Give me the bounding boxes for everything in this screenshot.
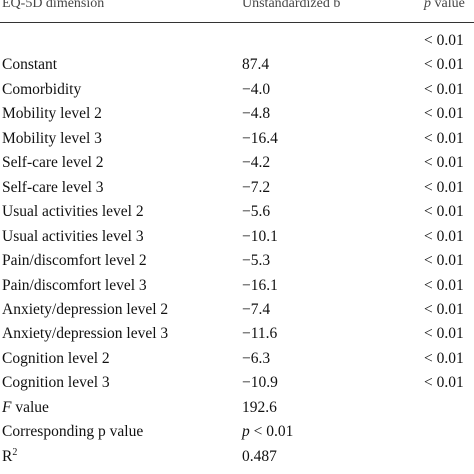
table-cell: −4.2: [242, 154, 271, 172]
table-cell: −4.0: [242, 80, 271, 98]
table-cell: p < 0.01: [242, 422, 293, 442]
table-cell: −16.1: [242, 276, 278, 294]
table-cell: < 0.01: [424, 252, 464, 270]
italic-text: F: [2, 398, 12, 416]
table-cell: < 0.01: [424, 349, 464, 367]
table-cell: Cognition level 2: [2, 349, 110, 367]
table-cell: Self-care level 2: [2, 154, 104, 172]
table-cell: Usual activities level 3: [2, 227, 144, 245]
table-cell: 87.4: [242, 56, 270, 74]
table-cell: < 0.01: [424, 227, 464, 245]
table-cell: −10.1: [242, 227, 278, 245]
header-cell: Unstandardized b: [242, 0, 341, 11]
table-cell: 0.487: [242, 447, 277, 465]
table-cell: Comorbidity: [2, 80, 82, 98]
table-cell: Pain/discomfort level 3: [2, 276, 147, 294]
table-cell: Anxiety/depression level 3: [2, 325, 169, 343]
table-cell: < 0.01: [424, 374, 464, 392]
table-cell: 192.6: [242, 398, 277, 416]
table-cell: −6.3: [242, 349, 271, 367]
table-cell: < 0.01: [424, 80, 464, 98]
table-cell: −7.2: [242, 178, 271, 196]
header-rule: [0, 22, 474, 23]
header-cell: EQ-5D dimension: [2, 0, 105, 11]
superscript: 2: [12, 446, 18, 458]
table-cell: −4.8: [242, 105, 271, 123]
table-cell: < 0.01: [424, 32, 464, 49]
table-cell: −5.6: [242, 203, 271, 221]
table-cell: Mobility level 3: [2, 129, 102, 147]
table-cell: −16.4: [242, 129, 278, 147]
table-cell: < 0.01: [424, 129, 464, 147]
table-cell: −5.3: [242, 252, 271, 270]
table-cell: < 0.01: [424, 300, 464, 318]
italic-text: p: [424, 0, 431, 11]
table-cell: < 0.01: [424, 203, 464, 221]
table-cell: −7.4: [242, 300, 271, 318]
cell-text: R: [2, 447, 13, 465]
table-cell: < 0.01: [424, 276, 464, 294]
table-cell: −10.9: [242, 374, 278, 392]
table-cell: Usual activities level 2: [2, 203, 144, 221]
italic-text: p: [242, 423, 250, 441]
table-cell: F value: [2, 398, 49, 418]
table-cell: Self-care level 3: [2, 178, 104, 196]
cell-text: < 0.01: [249, 423, 294, 441]
table-cell: −11.6: [242, 325, 278, 343]
table-cell: < 0.01: [424, 154, 464, 172]
table-cell: < 0.01: [424, 56, 464, 74]
table-cell: Pain/discomfort level 2: [2, 252, 147, 270]
table-cell: < 0.01: [424, 178, 464, 196]
cell-text: value: [431, 0, 465, 11]
table-cell: R2: [2, 447, 17, 467]
table-cell: < 0.01: [424, 325, 464, 343]
header-cell: p value: [424, 0, 465, 14]
table-cell: Cognition level 3: [2, 374, 110, 392]
table-cell: Corresponding p value: [2, 423, 144, 441]
cell-text: value: [11, 398, 49, 416]
table-cell: Mobility level 2: [2, 105, 102, 123]
table-cell: Constant: [2, 56, 58, 74]
table-cell: Anxiety/depression level 2: [2, 300, 169, 318]
table-cell: < 0.01: [424, 105, 464, 123]
